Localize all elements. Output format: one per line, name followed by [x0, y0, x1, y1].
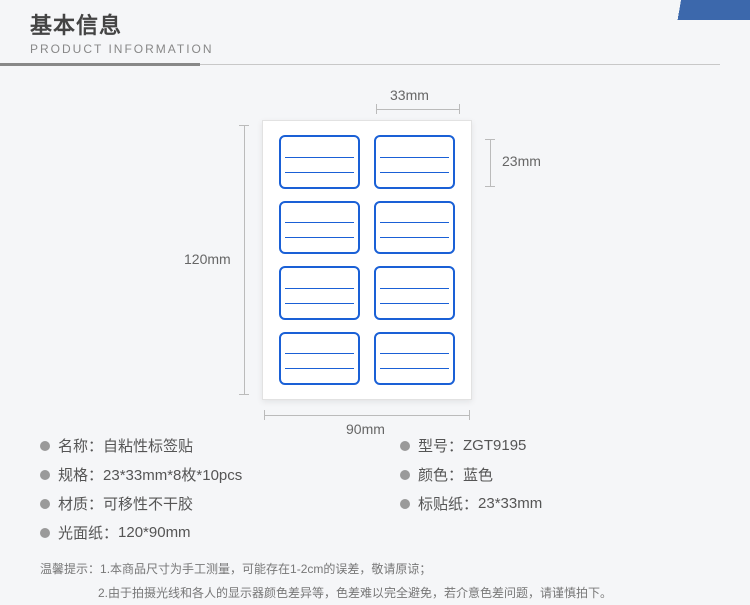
dim-cap: [469, 410, 470, 420]
bullet-icon: [40, 470, 50, 480]
dim-label-left: 120mm: [184, 251, 231, 267]
dim-line-bottom: [264, 415, 470, 416]
spec-label: 名称：: [58, 435, 103, 456]
spec-label: 材质：: [58, 493, 103, 514]
header-accent-stripe: [650, 0, 750, 20]
dim-cap: [376, 104, 377, 114]
label-sheet: [262, 120, 472, 400]
dim-cap: [459, 104, 460, 114]
spec-row: 材质： 可移性不干胶: [40, 493, 400, 514]
product-diagram: 33mm 23mm 120mm 90mm: [0, 65, 750, 435]
spec-value: ZGT9195: [463, 437, 526, 454]
spec-value: 120*90mm: [118, 524, 191, 541]
spec-row: 规格： 23*33mm*8枚*10pcs: [40, 464, 400, 485]
spec-row: 名称： 自粘性标签贴: [40, 435, 400, 456]
spec-label: 标贴纸：: [418, 493, 478, 514]
dim-cap: [239, 394, 249, 395]
spec-value: 可移性不干胶: [103, 493, 193, 514]
dim-label-right: 23mm: [502, 153, 541, 169]
header-title-cn: 基本信息: [30, 8, 720, 40]
note-prefix: 温馨提示：: [40, 562, 100, 576]
bullet-icon: [40, 499, 50, 509]
dim-label-bottom: 90mm: [346, 421, 385, 437]
header: 基本信息 PRODUCT INFORMATION: [0, 0, 750, 60]
note-line-1: 温馨提示：1.本商品尺寸为手工测量，可能存在1-2cm的误差，敬请原谅；: [40, 557, 710, 581]
dim-label-top: 33mm: [390, 87, 429, 103]
note-text-1: 1.本商品尺寸为手工测量，可能存在1-2cm的误差，敬请原谅；: [100, 562, 431, 576]
notes-section: 温馨提示：1.本商品尺寸为手工测量，可能存在1-2cm的误差，敬请原谅； 2.由…: [0, 543, 750, 605]
dim-cap: [485, 139, 495, 140]
spec-row: 标贴纸： 23*33mm: [400, 493, 700, 514]
spec-value: 23*33mm: [478, 495, 542, 512]
bullet-icon: [40, 528, 50, 538]
dim-line-left: [244, 125, 245, 395]
bullet-icon: [400, 441, 410, 451]
dim-cap: [264, 410, 265, 420]
spec-label: 型号：: [418, 435, 463, 456]
spec-value: 蓝色: [463, 464, 493, 485]
spec-row: 光面纸： 120*90mm: [40, 522, 400, 543]
label-tag: [279, 135, 360, 189]
label-tag: [279, 332, 360, 386]
bullet-icon: [400, 470, 410, 480]
spec-row: 型号： ZGT9195: [400, 435, 700, 456]
label-tag: [279, 266, 360, 320]
spec-label: 规格：: [58, 464, 103, 485]
label-tag: [374, 266, 455, 320]
spec-value: 23*33mm*8枚*10pcs: [103, 464, 242, 485]
dim-line-right: [490, 139, 491, 187]
note-line-2: 2.由于拍摄光线和各人的显示器颜色差异等，色差难以完全避免，若介意色差问题，请谨…: [40, 581, 710, 605]
specs-col-left: 名称： 自粘性标签贴 规格： 23*33mm*8枚*10pcs 材质： 可移性不…: [40, 435, 400, 543]
spec-label: 光面纸：: [58, 522, 118, 543]
dim-cap: [485, 186, 495, 187]
header-title-en: PRODUCT INFORMATION: [30, 42, 720, 56]
label-tag: [279, 201, 360, 255]
spec-row: 颜色： 蓝色: [400, 464, 700, 485]
label-tag: [374, 201, 455, 255]
bullet-icon: [40, 441, 50, 451]
specs-section: 名称： 自粘性标签贴 规格： 23*33mm*8枚*10pcs 材质： 可移性不…: [0, 435, 750, 543]
spec-label: 颜色：: [418, 464, 463, 485]
spec-value: 自粘性标签贴: [103, 435, 193, 456]
specs-col-right: 型号： ZGT9195 颜色： 蓝色 标贴纸： 23*33mm: [400, 435, 700, 543]
label-tag: [374, 135, 455, 189]
bullet-icon: [400, 499, 410, 509]
dim-line-top: [376, 109, 460, 110]
dim-cap: [239, 125, 249, 126]
label-tag: [374, 332, 455, 386]
